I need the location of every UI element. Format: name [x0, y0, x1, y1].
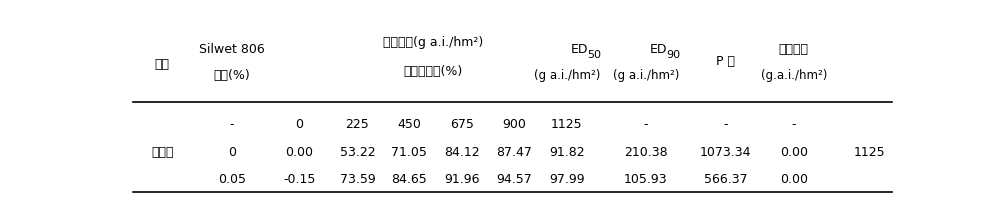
Text: 0.05: 0.05 [218, 173, 246, 186]
Text: 210.38: 210.38 [624, 146, 668, 159]
Text: (g a.i./hm²): (g a.i./hm²) [613, 69, 679, 82]
Text: 绿麦隆: 绿麦隆 [151, 146, 173, 159]
Text: -: - [792, 118, 796, 131]
Text: Silwet 806: Silwet 806 [199, 43, 265, 56]
Text: 97.99: 97.99 [549, 173, 585, 186]
Text: 105.93: 105.93 [624, 173, 668, 186]
Text: 91.96: 91.96 [444, 173, 480, 186]
Text: P 値: P 値 [716, 55, 735, 68]
Text: 0: 0 [228, 146, 236, 159]
Text: -: - [230, 118, 234, 131]
Text: 药剂剂量(g a.i./hm²): 药剂剂量(g a.i./hm²) [383, 36, 483, 49]
Text: 94.57: 94.57 [496, 173, 532, 186]
Text: 87.47: 87.47 [496, 146, 532, 159]
Text: (g a.i./hm²): (g a.i./hm²) [534, 69, 600, 82]
Text: 84.65: 84.65 [392, 173, 427, 186]
Text: 药剂: 药剂 [155, 58, 170, 71]
Text: 900: 900 [502, 118, 526, 131]
Text: 1073.34: 1073.34 [700, 146, 751, 159]
Text: 84.12: 84.12 [444, 146, 480, 159]
Text: 推荐剂量: 推荐剂量 [779, 43, 809, 56]
Text: -: - [723, 118, 728, 131]
Text: 0: 0 [295, 118, 303, 131]
Text: 1125: 1125 [853, 146, 885, 159]
Text: 53.22: 53.22 [340, 146, 375, 159]
Text: 0.00: 0.00 [780, 146, 808, 159]
Text: 0.00: 0.00 [285, 146, 313, 159]
Text: 73.59: 73.59 [340, 173, 375, 186]
Text: 鲜重抑制率(%): 鲜重抑制率(%) [403, 65, 463, 78]
Text: 90: 90 [667, 50, 681, 60]
Text: 91.82: 91.82 [549, 146, 585, 159]
Text: (g.a.i./hm²): (g.a.i./hm²) [761, 69, 827, 82]
Text: 566.37: 566.37 [704, 173, 747, 186]
Text: -: - [644, 118, 648, 131]
Text: 71.05: 71.05 [391, 146, 427, 159]
Text: ED: ED [571, 43, 588, 56]
Text: 675: 675 [450, 118, 474, 131]
Text: 剂量(%): 剂量(%) [214, 69, 250, 82]
Text: -0.15: -0.15 [283, 173, 316, 186]
Text: 225: 225 [346, 118, 369, 131]
Text: 450: 450 [397, 118, 421, 131]
Text: 0.00: 0.00 [780, 173, 808, 186]
Text: 1125: 1125 [551, 118, 583, 131]
Text: ED: ED [650, 43, 667, 56]
Text: 50: 50 [588, 50, 602, 60]
